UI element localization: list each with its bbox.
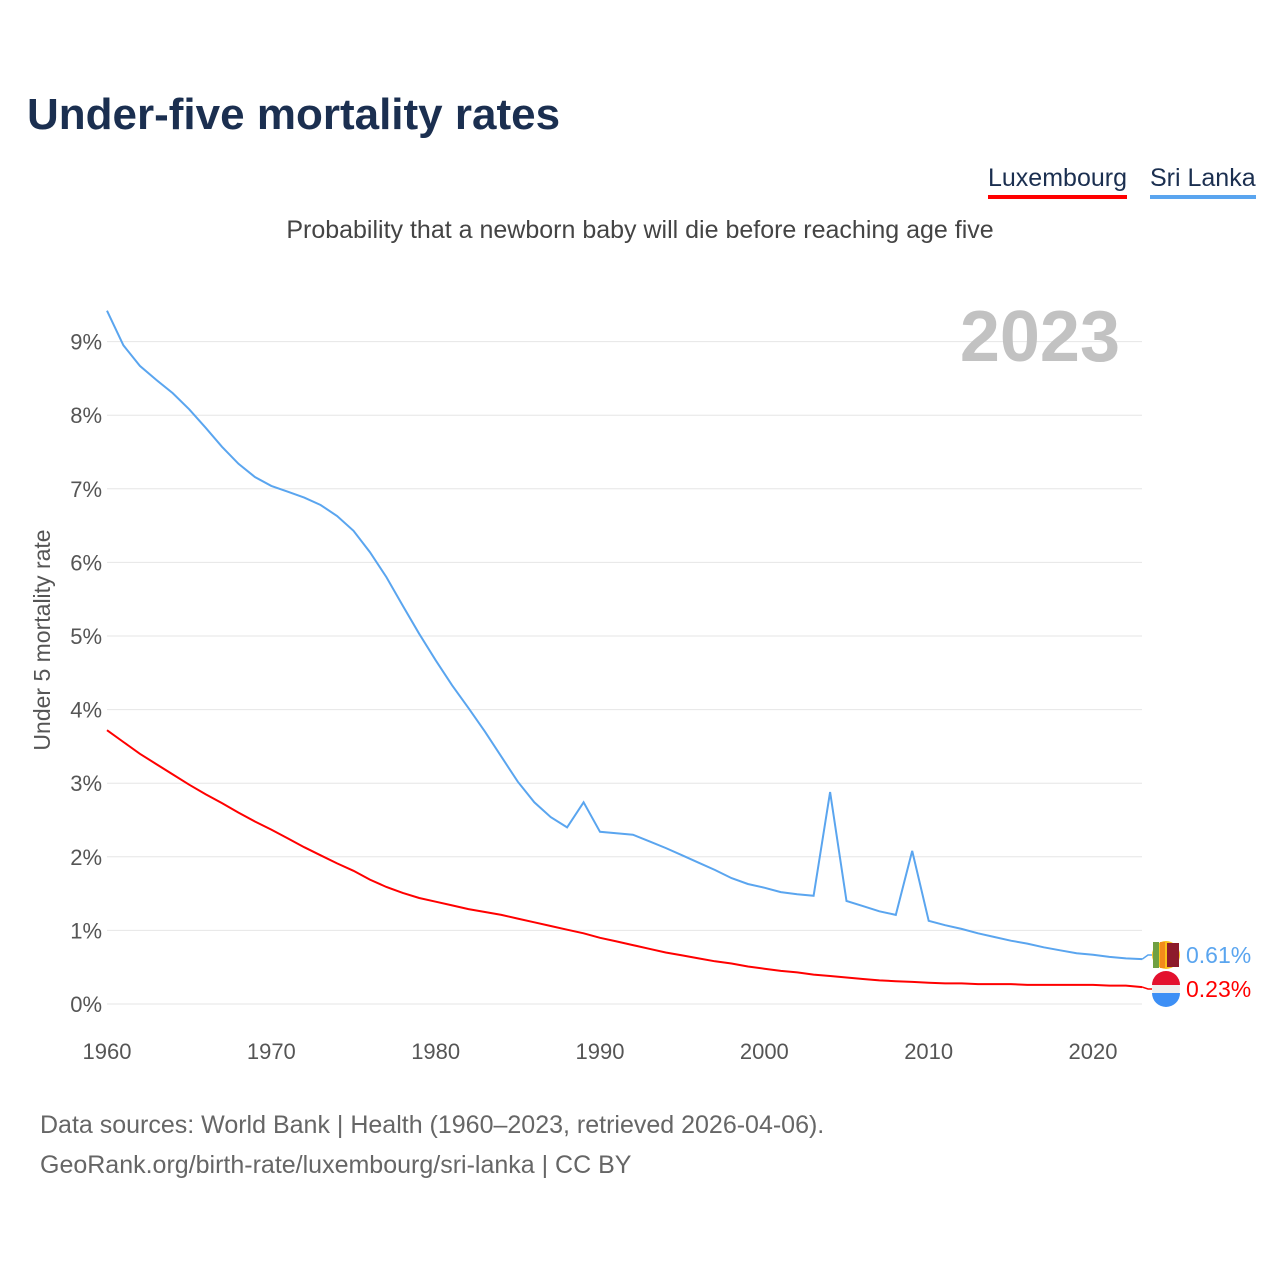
y-tick-label: 2% — [70, 845, 102, 870]
flag-stripe-green — [1153, 942, 1159, 968]
y-tick-label: 1% — [70, 918, 102, 943]
y-tick-label: 4% — [70, 698, 102, 723]
series-line-luxembourg — [106, 729, 1143, 989]
legend-luxembourg[interactable]: Luxembourg — [988, 164, 1127, 199]
y-tick-label: 8% — [70, 403, 102, 428]
x-tick-label: 2000 — [740, 1039, 789, 1064]
y-tick-label: 5% — [70, 624, 102, 649]
y-tick-label: 6% — [70, 550, 102, 575]
y-axis-label: Under 5 mortality rate — [29, 529, 55, 750]
x-tick-label: 1960 — [83, 1039, 132, 1064]
end-value-label: 0.61% — [1186, 942, 1251, 968]
end-value-label: 0.23% — [1186, 976, 1251, 1002]
legend-sri-lanka[interactable]: Sri Lanka — [1150, 164, 1256, 199]
label-connector — [1142, 986, 1152, 990]
chart-subtitle: Probability that a newborn baby will die… — [286, 216, 994, 244]
year-label: 2023 — [960, 297, 1120, 377]
y-tick-label: 0% — [70, 992, 102, 1017]
x-tick-label: 1970 — [247, 1039, 296, 1064]
footer: Data sources: World Bank | Health (1960–… — [40, 1105, 824, 1185]
x-tick-label: 1980 — [411, 1039, 460, 1064]
y-tick-label: 7% — [70, 477, 102, 502]
flag-stripe-orange — [1160, 942, 1165, 968]
data-sources: Data sources: World Bank | Health (1960–… — [40, 1111, 825, 1139]
x-tick-label: 2010 — [904, 1039, 953, 1064]
y-tick-label: 9% — [70, 330, 102, 355]
flag-stripe-blue — [1152, 993, 1180, 1007]
y-tick-label: 3% — [70, 771, 102, 796]
series-line-sri-lanka — [106, 310, 1143, 961]
source-link[interactable]: GeoRank.org/birth-rate/luxembourg/sri-la… — [40, 1151, 632, 1179]
x-tick-label: 2020 — [1069, 1039, 1118, 1064]
flag-field — [1167, 943, 1179, 967]
x-tick-label: 1990 — [576, 1039, 625, 1064]
chart-title: Under-five mortality rates — [27, 90, 561, 139]
line-chart: 0% 1% 2% 3% 4% 5% 6% 7% 8% 9% 1960 1970 1980 1990 2000… — [29, 297, 1251, 1064]
label-connector — [1141, 954, 1152, 960]
flag-stripe-red — [1152, 971, 1180, 985]
